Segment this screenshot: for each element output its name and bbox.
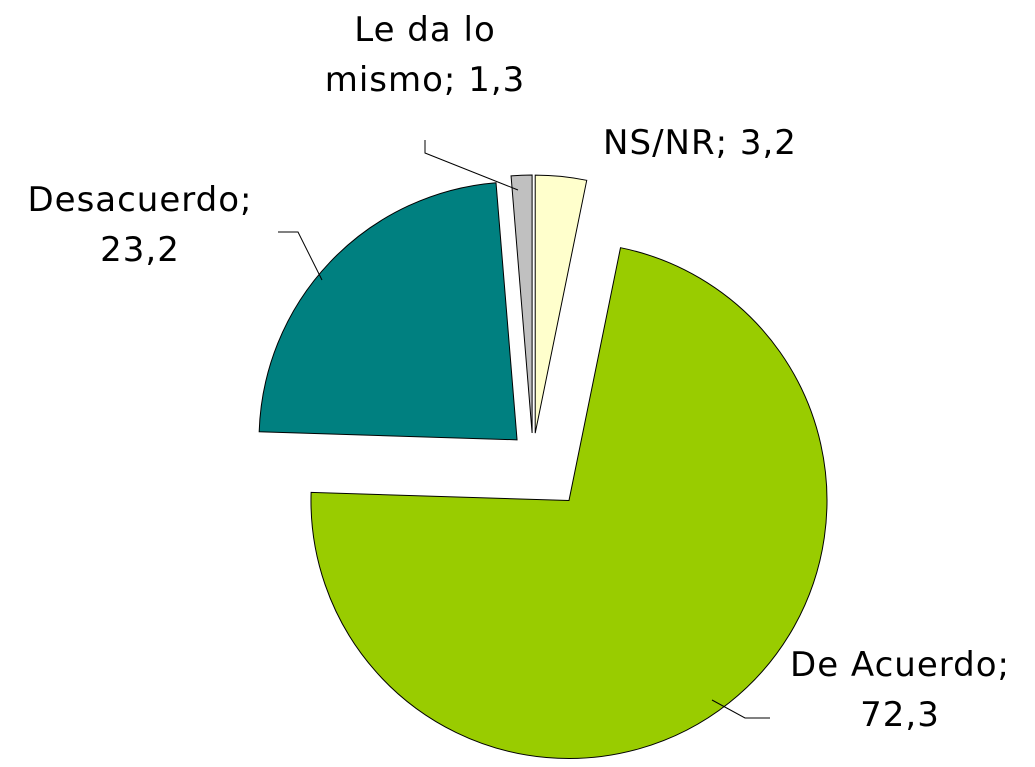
- pie-slice: [310, 247, 828, 759]
- pie-slice: [510, 174, 533, 434]
- slice-name: Le da lo mismo: [324, 10, 496, 100]
- leader-line: [278, 231, 323, 281]
- data-label: Le da lo mismo; 1,3: [320, 5, 530, 105]
- slice-value: 72,3: [860, 695, 940, 735]
- slice-value: 23,2: [100, 230, 180, 270]
- label-separator: ;: [443, 60, 457, 100]
- leader-line: [711, 699, 770, 719]
- leader-line: [424, 140, 519, 191]
- slice-name: De Acuerdo: [790, 645, 998, 685]
- label-separator: ;: [715, 123, 729, 163]
- data-label: De Acuerdo; 72,3: [760, 640, 1035, 740]
- pie-slice: [258, 182, 518, 441]
- label-separator: ;: [240, 180, 253, 220]
- slice-name: Desacuerdo: [27, 180, 241, 220]
- pie-slice: [534, 174, 588, 434]
- label-separator: ;: [997, 645, 1010, 685]
- slice-value: 3,2: [739, 123, 797, 163]
- slice-name: NS/NR: [603, 123, 716, 163]
- data-label: NS/NR; 3,2: [560, 118, 840, 168]
- slice-value: 1,3: [468, 60, 526, 100]
- data-label: Desacuerdo; 23,2: [5, 175, 275, 275]
